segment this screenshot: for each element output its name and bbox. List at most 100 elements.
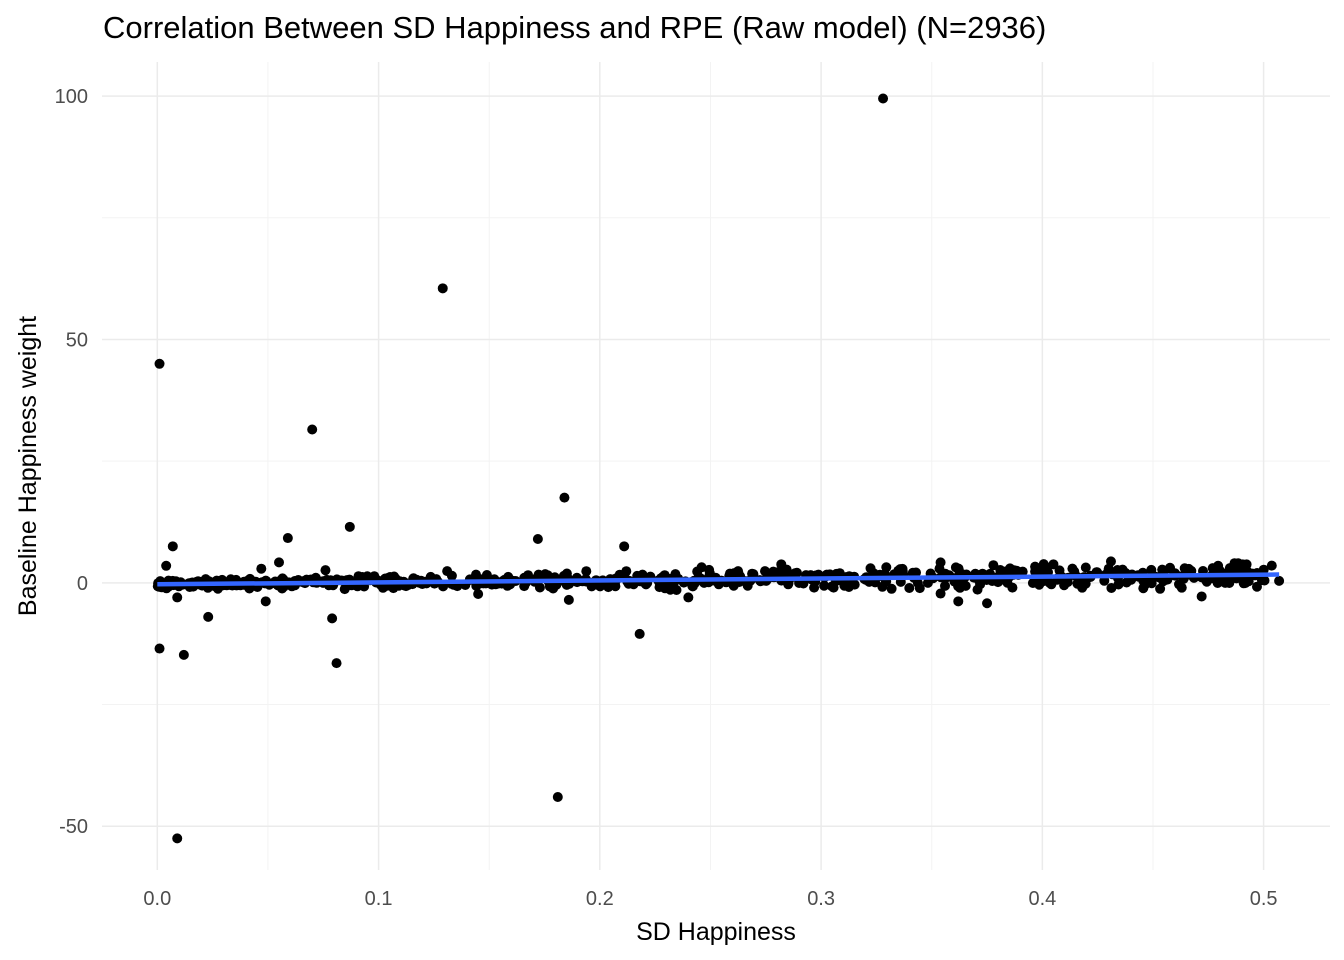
data-point (897, 566, 908, 577)
data-point (1105, 556, 1116, 567)
data-point (1212, 578, 1223, 588)
data-point (760, 566, 770, 577)
data-point (437, 283, 448, 294)
x-tick-label: 0.5 (1250, 888, 1278, 910)
data-point (307, 424, 318, 435)
chart-title: Correlation Between SD Happiness and RPE… (103, 10, 1047, 45)
data-point (1266, 560, 1277, 571)
fit-line-layer (157, 572, 1280, 587)
data-point (256, 563, 267, 574)
data-point (203, 611, 214, 622)
data-point (1213, 564, 1224, 575)
data-point (773, 567, 784, 578)
data-point (953, 596, 964, 607)
data-point (935, 588, 946, 599)
data-point (442, 566, 453, 577)
x-tick-label: 0.0 (143, 888, 171, 910)
data-point (935, 557, 946, 568)
data-point (904, 583, 915, 593)
data-point (1229, 558, 1240, 569)
data-point (532, 534, 543, 545)
x-tick-label: 0.4 (1028, 888, 1056, 910)
data-point (331, 658, 342, 669)
data-point (559, 492, 570, 503)
data-point (178, 649, 189, 660)
data-point (523, 570, 534, 581)
data-point (988, 560, 999, 571)
data-point (1155, 583, 1166, 594)
data-point (1237, 559, 1248, 570)
data-point (552, 791, 563, 802)
data-point (473, 589, 484, 600)
data-point (154, 643, 165, 654)
data-point (881, 562, 892, 573)
y-tick-label: 100 (55, 86, 88, 108)
outlier-layer (154, 93, 1285, 844)
data-point (776, 559, 787, 570)
data-point (167, 541, 178, 552)
data-point (282, 533, 293, 544)
data-point (907, 567, 918, 578)
data-point (1146, 564, 1157, 575)
regression-line (157, 572, 1280, 587)
data-point (172, 833, 183, 844)
y-axis-title: Baseline Happiness weight (14, 316, 42, 616)
data-point (713, 579, 724, 590)
data-point (914, 583, 925, 594)
data-point (819, 580, 830, 591)
data-point (161, 560, 172, 571)
data-point (1080, 562, 1091, 573)
grid-layer (102, 62, 1330, 870)
data-point (1179, 563, 1190, 574)
data-point (1011, 565, 1022, 576)
y-tick-label: 50 (66, 329, 88, 351)
data-point (172, 592, 183, 603)
data-point (1113, 579, 1124, 590)
data-point (877, 581, 888, 592)
data-point (1069, 566, 1080, 577)
data-point (886, 583, 897, 594)
data-point (1138, 583, 1149, 594)
y-tick-label: -50 (59, 816, 88, 838)
data-point (327, 613, 338, 624)
data-point (1059, 580, 1070, 591)
data-point (728, 580, 739, 591)
data-point (982, 598, 993, 609)
x-tick-label: 0.1 (365, 888, 393, 910)
data-point (1121, 577, 1132, 588)
x-tick-label: 0.2 (586, 888, 614, 910)
y-axis-ticks: -50 0 50 100 (55, 86, 88, 838)
data-point (940, 580, 950, 591)
data-point (540, 569, 551, 580)
data-point (534, 582, 545, 593)
data-point (581, 566, 592, 577)
data-point (561, 568, 572, 579)
x-axis-ticks: 0.0 0.1 0.2 0.3 0.4 0.5 (143, 888, 1277, 910)
data-point (954, 578, 965, 589)
data-point (798, 578, 809, 589)
data-point (274, 557, 285, 568)
data-point (1176, 582, 1187, 593)
data-point (563, 594, 574, 605)
data-point (320, 565, 331, 576)
data-point (849, 579, 860, 590)
data-point (1048, 559, 1059, 570)
data-point (619, 541, 630, 552)
data-point (1077, 582, 1088, 593)
data-point (344, 521, 355, 532)
x-tick-label: 0.3 (807, 888, 835, 910)
x-axis-title: SD Happiness (636, 918, 796, 946)
data-point (950, 562, 961, 573)
data-point (544, 581, 555, 592)
data-point (1112, 565, 1123, 575)
data-point (1196, 591, 1207, 602)
data-point (878, 93, 889, 104)
data-point (634, 628, 645, 639)
y-tick-label: 0 (77, 573, 88, 595)
data-point (154, 358, 165, 369)
data-point (748, 569, 759, 580)
data-point (1251, 581, 1262, 592)
data-point (696, 562, 707, 573)
data-point (1274, 575, 1285, 586)
